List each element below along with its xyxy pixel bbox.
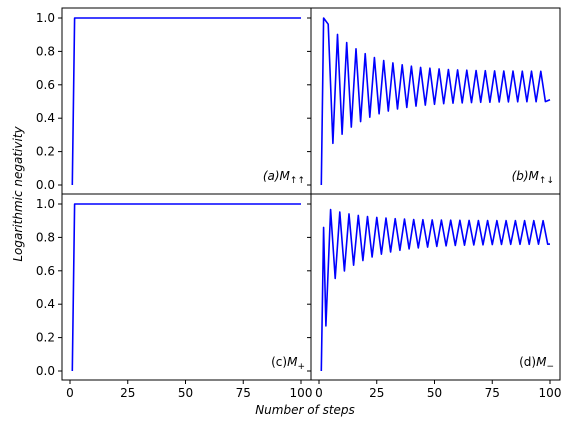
panel-label-prefix: (c)	[271, 355, 287, 369]
panel-label-prefix: (b)	[512, 169, 529, 183]
panel-frame-d	[310, 193, 561, 381]
panel-label-subscript: +	[297, 362, 305, 372]
y-axis-label: Logarithmic negativity	[11, 125, 25, 261]
panel-label-symbol: M	[287, 355, 298, 369]
panel-label-b: (b)M↑↓	[512, 169, 554, 186]
y-tick-label: 0.4	[36, 111, 55, 125]
y-tick-label: 0.2	[36, 331, 55, 345]
x-tick-label: 50	[427, 386, 442, 400]
panel-label-d: (d)M−	[519, 355, 554, 372]
panel-frame-c	[61, 193, 312, 381]
panel-label-prefix: (d)	[519, 355, 536, 369]
x-tick-label: 0	[66, 386, 74, 400]
series-line-b	[320, 17, 551, 186]
x-tick-label: 100	[290, 386, 313, 400]
x-tick-label: 100	[539, 386, 562, 400]
panel-label-subscript: ↑↑	[290, 176, 305, 186]
x-tick-label: 50	[178, 386, 193, 400]
panel-c: 0.0 0.2 0.4 0.6 0.8 1.0 0 25 50 75 100 (c)M+	[36, 193, 313, 400]
panel-a: 0.0 0.2 0.4 0.6 0.8 1.0 (a)M↑↑	[36, 7, 312, 195]
series-line-a	[71, 17, 301, 186]
panel-b: (b)M↑↓	[307, 7, 561, 195]
x-axis-label: Number of steps	[255, 403, 355, 417]
panel-label-symbol: M	[536, 355, 547, 369]
series-line-c	[71, 203, 301, 372]
panel-label-subscript: −	[546, 362, 554, 372]
panel-label-c: (c)M+	[271, 355, 305, 372]
panel-d: 0 25 50 75 100 (d)M−	[307, 193, 562, 400]
y-tick-label: 1.0	[36, 11, 55, 25]
series-line-d	[320, 208, 551, 372]
y-tick-label: 0.8	[36, 230, 55, 244]
y-tick-label: 1.0	[36, 197, 55, 211]
y-tick-label: 0.8	[36, 44, 55, 58]
y-tick-label: 0.0	[36, 178, 55, 192]
panel-label-a: (a)M↑↑	[263, 169, 305, 186]
y-tick-label: 0.0	[36, 364, 55, 378]
y-tick-label: 0.2	[36, 145, 55, 159]
panels: 0.00.20.40.60.81.0(a)M↑↑ (b)M↑↓0.00.20.40…	[36, 7, 562, 400]
panel-label-subscript: ↑↓	[539, 176, 554, 186]
panel-label-symbol: M	[280, 169, 291, 183]
x-tick-label: 25	[120, 386, 135, 400]
x-tick-label: 25	[369, 386, 384, 400]
panel-label-prefix: (a)	[263, 169, 280, 183]
y-tick-label: 0.4	[36, 297, 55, 311]
panel-frame-a	[61, 7, 312, 195]
x-tick-label: 75	[236, 386, 251, 400]
y-tick-label: 0.6	[36, 78, 55, 92]
panel-label-symbol: M	[529, 169, 540, 183]
y-tick-label: 0.6	[36, 264, 55, 278]
x-tick-label: 75	[485, 386, 500, 400]
x-tick-label: 0	[315, 386, 323, 400]
